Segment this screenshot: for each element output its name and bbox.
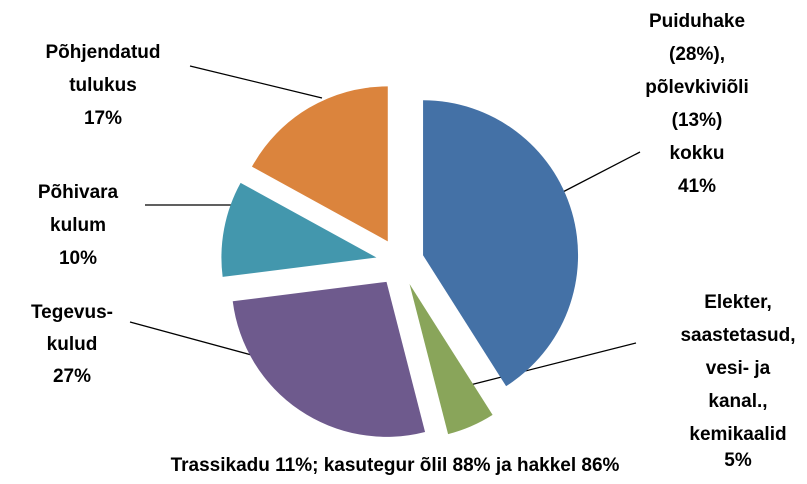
- slice-label: saastetasud,: [680, 325, 795, 346]
- slice-label: (28%),: [669, 44, 725, 65]
- slice-label: kulud: [47, 334, 98, 355]
- slice-label: Puiduhake: [649, 11, 745, 32]
- value-label: 5%: [724, 450, 752, 471]
- slice-label: kemikaalid: [689, 424, 786, 445]
- value-label: 17%: [84, 108, 122, 129]
- pie-slice: [251, 86, 388, 242]
- slice-label: Tegevus-: [31, 302, 113, 323]
- slice-label: vesi- ja: [706, 358, 771, 379]
- slice-label: Põhjendatud: [45, 42, 160, 63]
- slice-label: kanal.,: [708, 391, 767, 412]
- slice-label: põlevkiviõli: [645, 77, 748, 98]
- value-label: 10%: [59, 248, 97, 269]
- slice-label: Elekter,: [704, 292, 772, 313]
- leader-line: [189, 65, 323, 99]
- slice-label: (13%): [672, 110, 723, 131]
- slice-label: kulum: [50, 215, 106, 236]
- value-label: 27%: [53, 366, 91, 387]
- slice-label: Põhivara: [38, 182, 119, 203]
- pie-slice: [409, 284, 493, 435]
- slice-label: tulukus: [69, 75, 137, 96]
- leader-line: [556, 151, 641, 196]
- value-label: 41%: [678, 176, 716, 197]
- annotation: Trassikadu 11%; kasutegur õlil 88% ja ha…: [171, 455, 620, 476]
- slice-label: kokku: [670, 143, 725, 164]
- pie-slice: [232, 281, 426, 437]
- pie-slice: [423, 100, 579, 387]
- pie-slice: [221, 182, 377, 277]
- leader-line: [469, 342, 637, 386]
